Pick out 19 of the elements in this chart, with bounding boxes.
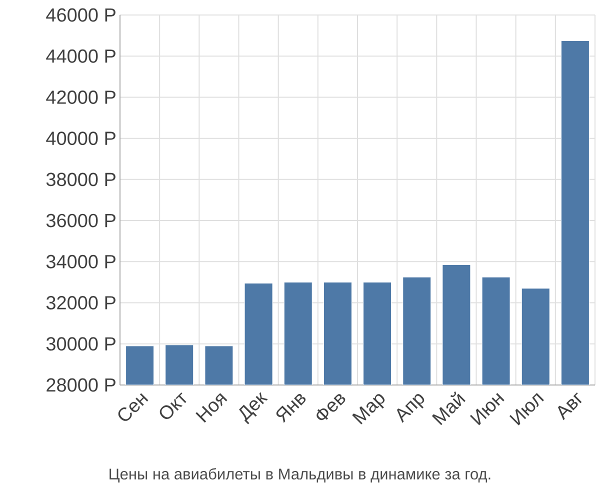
- x-tick-label: Авг: [558, 392, 582, 420]
- x-tick-label: Янв: [276, 394, 306, 423]
- x-tick-label: Апр: [396, 394, 424, 423]
- y-tick-label: 44000 Р: [46, 49, 116, 63]
- y-tick-label: 46000 Р: [46, 8, 116, 22]
- y-tick-label: 32000 Р: [46, 296, 116, 310]
- y-tick-label: 36000 Р: [46, 214, 116, 228]
- y-tick-label: 38000 Р: [46, 172, 116, 186]
- y-tick-label: 42000 Р: [46, 90, 116, 104]
- y-tick-label: 28000 Р: [46, 378, 116, 392]
- x-tick-label: Ноя: [196, 393, 228, 423]
- x-tick-label: Мар: [352, 394, 385, 424]
- y-tick-label: 30000 Р: [46, 337, 116, 351]
- x-tick-label: Фев: [316, 394, 346, 420]
- y-tick-label: 34000 Р: [46, 254, 116, 268]
- x-tick-label: Сен: [118, 393, 148, 421]
- text: Цены на авиабилеты в Мальдивы в динамике за год.: [110, 468, 490, 482]
- x-tick-label: Окт: [160, 392, 186, 420]
- y-tick-label: 40000 Р: [46, 132, 116, 146]
